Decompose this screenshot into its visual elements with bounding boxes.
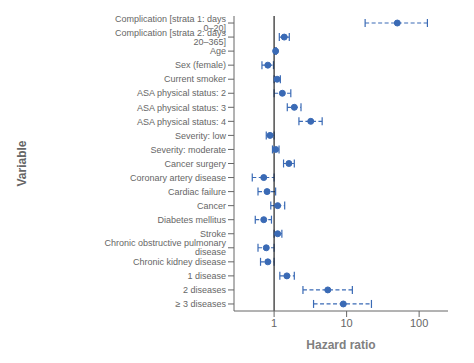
- svg-text:Cancer surgery: Cancer surgery: [164, 159, 226, 169]
- svg-text:Age: Age: [210, 46, 226, 56]
- svg-text:Diabetes mellitus: Diabetes mellitus: [157, 215, 226, 225]
- svg-text:Cancer: Cancer: [197, 201, 226, 211]
- svg-text:2 diseases: 2 diseases: [183, 285, 227, 295]
- svg-text:Stroke: Stroke: [200, 229, 226, 239]
- svg-text:≥ 3 diseases: ≥ 3 diseases: [176, 299, 227, 309]
- svg-text:Sex (female): Sex (female): [175, 60, 226, 70]
- svg-text:Severity: low: Severity: low: [175, 131, 227, 141]
- svg-text:1 disease: 1 disease: [187, 271, 226, 281]
- svg-text:Chronic obstructive pulmonaryd: Chronic obstructive pulmonarydisease: [104, 238, 226, 257]
- svg-text:10: 10: [340, 317, 352, 329]
- svg-text:Coronary artery disease: Coronary artery disease: [130, 173, 226, 183]
- svg-text:Severity: moderate: Severity: moderate: [150, 145, 226, 155]
- svg-text:Variable: Variable: [15, 140, 29, 186]
- svg-text:Hazard ratio: Hazard ratio: [306, 338, 375, 352]
- svg-text:1: 1: [271, 317, 277, 329]
- svg-text:Cardiac failure: Cardiac failure: [168, 187, 226, 197]
- svg-text:Chronic kidney disease: Chronic kidney disease: [133, 257, 226, 267]
- svg-text:Complication [strata 2: days20: Complication [strata 2: days20–365]: [115, 28, 227, 47]
- svg-text:ASA physical status: 2: ASA physical status: 2: [137, 88, 226, 98]
- svg-text:100: 100: [410, 317, 428, 329]
- svg-text:Current smoker: Current smoker: [164, 74, 226, 84]
- svg-text:ASA physical status: 3: ASA physical status: 3: [137, 103, 226, 113]
- svg-text:ASA physical status: 4: ASA physical status: 4: [137, 117, 226, 127]
